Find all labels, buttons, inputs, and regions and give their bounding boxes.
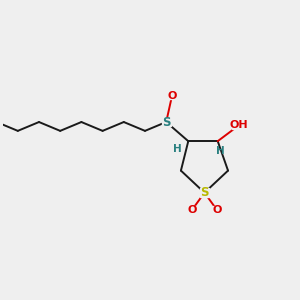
- Bar: [188, 206, 196, 214]
- Text: H: H: [216, 146, 225, 156]
- Text: O: O: [188, 205, 197, 215]
- Text: H: H: [173, 144, 182, 154]
- Text: OH: OH: [229, 120, 248, 130]
- Text: O: O: [212, 205, 221, 215]
- Bar: [168, 92, 176, 99]
- Bar: [162, 118, 171, 126]
- Text: S: S: [162, 116, 170, 128]
- Text: O: O: [167, 91, 177, 100]
- Bar: [213, 206, 221, 214]
- Bar: [232, 121, 244, 129]
- Bar: [200, 188, 209, 197]
- Text: S: S: [200, 186, 209, 199]
